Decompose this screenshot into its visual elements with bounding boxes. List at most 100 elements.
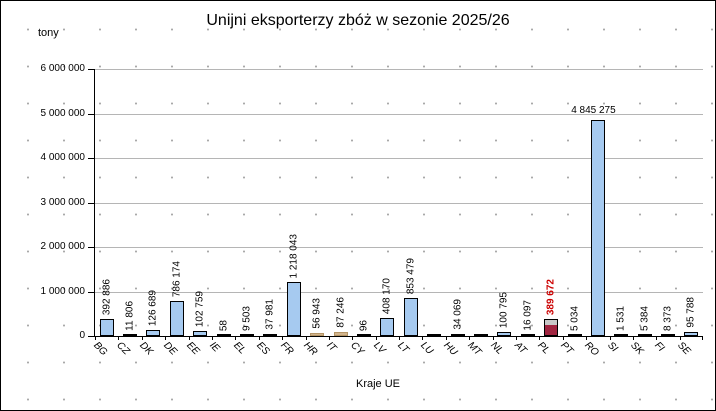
x-tick-label-fi: FI: [652, 340, 667, 355]
x-axis-tick-mark: [399, 336, 401, 340]
x-tick-label-mt: MT: [464, 340, 483, 358]
bar-value-label-lv: 408 170: [381, 277, 393, 314]
y-axis-tick-mark: [88, 292, 94, 293]
bar-value-label-de: 786 174: [171, 260, 183, 297]
y-axis-tick-label: 0: [79, 330, 85, 341]
bar-sk: [637, 334, 652, 336]
x-tick-label-pl: PL: [535, 340, 552, 357]
bar-cell-fi: 8 373 FI: [652, 69, 679, 354]
bar-nl: [497, 332, 512, 336]
bar-mt: [473, 334, 488, 336]
x-tick-label-lt: LT: [394, 340, 411, 356]
bar-cell-el: 9 503 EL: [231, 69, 258, 356]
x-axis-tick-mark: [211, 336, 213, 340]
bar-cell-es: 37 981 ES: [254, 69, 282, 357]
bar-el: [240, 334, 255, 336]
bar-cell-cz: 11 806 CZ: [114, 69, 141, 357]
y-axis-tick-mark: [88, 336, 94, 337]
y-axis-tick-mark: [88, 247, 94, 248]
bar-value-label-nl: 100 795: [498, 291, 510, 328]
bar-fi: [661, 334, 676, 336]
bar-value-label-se: 95 788: [685, 297, 697, 328]
bar-ro: [590, 120, 605, 336]
bar-cell-cy: 96 CY: [348, 69, 375, 358]
x-tick-label-ee: EE: [184, 340, 202, 358]
bar-value-label-fi: 8 373: [662, 305, 674, 331]
x-axis-tick-mark: [702, 336, 703, 340]
x-axis-tick-mark: [609, 336, 611, 340]
bar-value-label-lt: 853 479: [405, 257, 417, 294]
x-axis-tick-mark: [375, 336, 377, 340]
y-axis-tick-label: 3 000 000: [40, 197, 86, 208]
bar-value-label-cz: 11 806: [124, 301, 136, 331]
y-axis-tick-mark: [88, 114, 94, 115]
bar-value-label-es: 37 981: [264, 299, 276, 330]
x-tick-label-ie: IE: [207, 340, 223, 355]
x-axis-tick-mark: [165, 336, 167, 340]
x-tick-label-se: SE: [675, 340, 693, 358]
gridline: [95, 292, 703, 293]
x-axis-tick-mark: [539, 336, 541, 340]
bar-at: [520, 334, 535, 336]
y-axis-tick-mark: [88, 158, 94, 159]
bar-value-label-it: 87 246: [335, 297, 347, 328]
pl-bar-top-segment: [545, 320, 558, 325]
bar-se: [684, 332, 699, 336]
gridline: [95, 69, 703, 70]
y-axis-tick-label: 4 000 000: [40, 152, 86, 163]
bar-cy: [356, 334, 371, 336]
x-tick-label-hu: HU: [441, 340, 460, 358]
bar-lv: [380, 318, 395, 336]
bar-cell-bg: 392 886 BG: [91, 69, 118, 358]
bar-cell-ro: 4 845 275 RO: [571, 69, 616, 358]
x-tick-label-dk: DK: [137, 340, 156, 358]
gridline: [95, 203, 703, 204]
x-tick-label-el: EL: [231, 340, 248, 357]
bar-value-label-cy: 96: [358, 319, 370, 331]
x-axis-tick-mark: [305, 336, 307, 340]
bar-value-label-hu: 34 069: [452, 299, 464, 330]
gridline: [95, 114, 703, 115]
bar-cell-ie: 58 IE: [208, 69, 235, 354]
bar-pt: [567, 334, 582, 336]
x-tick-label-de: DE: [160, 340, 179, 358]
bar-cell-hr: 56 943 HR: [301, 69, 329, 358]
x-tick-label-sk: SK: [628, 340, 646, 358]
x-axis-tick-mark: [328, 336, 330, 340]
x-tick-label-ro: RO: [581, 340, 601, 359]
bar-cell-ee: 102 759 EE: [184, 69, 212, 357]
x-tick-label-pt: PT: [558, 340, 576, 357]
bar-value-label-pl: 389 672: [545, 278, 557, 315]
bar-cell-pl: 389 672 PL: [535, 69, 562, 356]
bar-value-label-si: 1 531: [615, 305, 627, 331]
bar-cell-fr: 1 218 043 FR: [278, 69, 305, 357]
x-axis-tick-mark: [516, 336, 518, 340]
y-axis-title: tony: [38, 27, 59, 39]
bar-value-label-pt: 5 034: [569, 305, 580, 331]
x-tick-label-si: SI: [605, 340, 620, 355]
bar-bg: [99, 319, 114, 336]
bar-value-label-bg: 392 886: [101, 278, 113, 315]
bar-value-label-at: 16 097: [522, 300, 534, 331]
x-tick-label-cz: CZ: [114, 340, 132, 358]
bar-cell-lu: LU: [418, 69, 445, 357]
x-axis-tick-mark: [469, 336, 471, 340]
bar-value-label-dk: 126 689: [147, 289, 159, 326]
bar-value-label-sk: 5 384: [639, 305, 651, 331]
x-tick-label-at: AT: [511, 340, 529, 357]
x-axis-tick-mark: [632, 336, 634, 340]
x-axis-tick-mark: [258, 336, 260, 340]
x-tick-label-nl: NL: [488, 340, 506, 357]
bar-cell-de: 786 174 DE: [161, 69, 188, 358]
x-axis-tick-mark: [422, 336, 424, 340]
x-axis-tick-mark: [141, 336, 143, 340]
bar-pl: [544, 319, 559, 336]
bar-hu: [450, 334, 465, 336]
bar-cell-sk: 5 384 SK: [629, 69, 656, 357]
bar-cell-hu: 34 069 HU: [442, 69, 469, 358]
bar-fr: [286, 282, 301, 336]
x-tick-label-lu: LU: [418, 340, 436, 357]
chart-title: Unijni eksporterzy zbóż w sezonie 2025/2…: [206, 12, 510, 29]
bar-value-label-ro: 4 845 275: [571, 105, 616, 116]
